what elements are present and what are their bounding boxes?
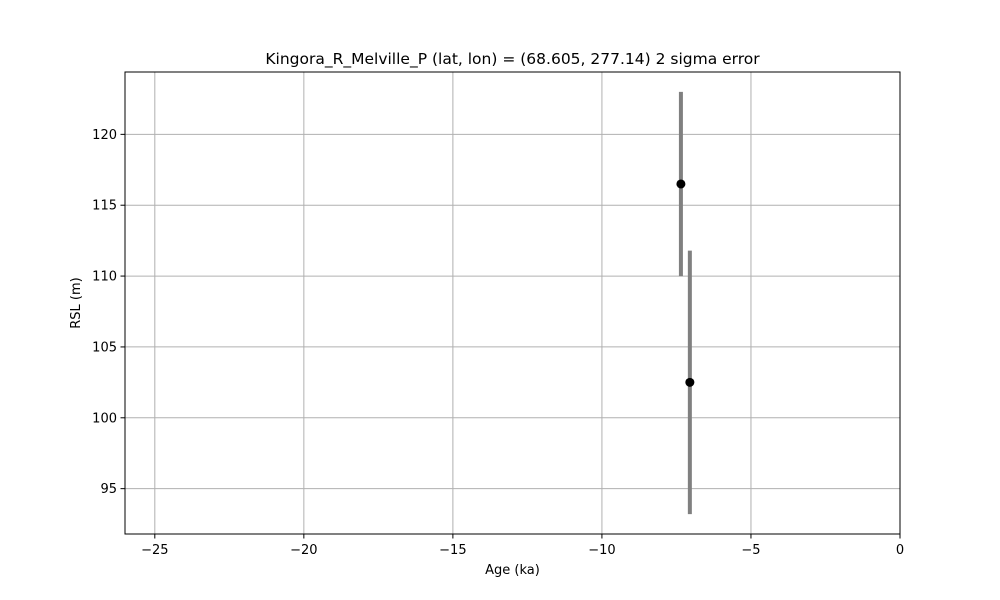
data-point <box>685 377 695 387</box>
y-tick-label: 100 <box>92 411 117 426</box>
x-tick-label: −15 <box>439 543 466 558</box>
x-axis-label: Age (ka) <box>485 563 540 578</box>
x-tick-label: −5 <box>741 543 760 558</box>
x-tick-label: −25 <box>141 543 168 558</box>
plot-area-frame <box>124 71 901 535</box>
y-tick-label: 105 <box>92 340 117 355</box>
y-tick-label: 110 <box>92 270 117 285</box>
x-tick-label: −10 <box>588 543 615 558</box>
x-tick-label: 0 <box>896 543 904 558</box>
grid <box>125 72 901 534</box>
y-tick-label: 120 <box>92 128 117 143</box>
chart-title: Kingora_R_Melville_P (lat, lon) = (68.60… <box>265 50 760 69</box>
axis-ticks: −25 −20 −15 −10 −5 0 95 100 105 110 115 120 <box>92 128 904 558</box>
data-points <box>676 179 695 387</box>
data-point <box>676 179 686 189</box>
error-bars <box>678 91 692 515</box>
y-tick-label: 95 <box>100 482 117 497</box>
y-tick-label: 115 <box>92 199 117 214</box>
x-tick-label: −20 <box>290 543 317 558</box>
y-axis-label: RSL (m) <box>69 277 84 328</box>
